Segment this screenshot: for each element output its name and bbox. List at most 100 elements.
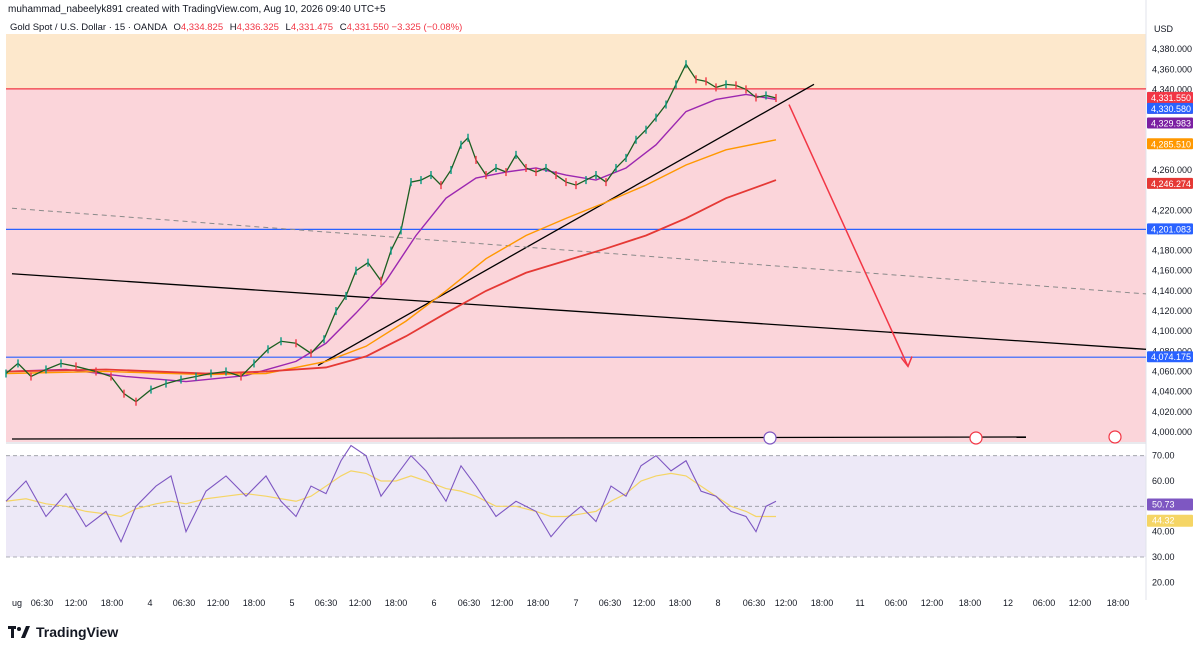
symbol-name: Gold Spot / U.S. Dollar · 15 · OANDA <box>10 22 167 33</box>
price-badge <box>1147 223 1193 235</box>
time-tick-label: 06:00 <box>885 598 908 608</box>
time-tick-label: 18:00 <box>101 598 124 608</box>
time-tick-label: 11 <box>855 598 864 608</box>
price-tick-label: 4,000.000 <box>1152 427 1192 437</box>
resistance-zone <box>6 34 1146 90</box>
price-badge-text: 4,329.983 <box>1151 118 1191 128</box>
low-label: L <box>285 22 291 33</box>
lightning-event-icon[interactable] <box>763 431 777 445</box>
projection-arrow-line[interactable] <box>788 104 909 367</box>
projection-arrow-head <box>900 356 913 368</box>
flag-event-icon[interactable] <box>969 431 983 445</box>
change-value: −3.325 (−0.08%) <box>391 22 463 33</box>
rsi-line <box>5 444 777 544</box>
price-tick-label: 4,340.000 <box>1152 84 1192 94</box>
rsi-tick-label: 30.00 <box>1152 552 1175 562</box>
rsi-tick-label: 40.00 <box>1152 527 1175 537</box>
ema-line-2 <box>5 139 777 376</box>
price-badge <box>1147 351 1193 363</box>
currency-label: USD <box>1154 24 1174 34</box>
ema-line-3 <box>5 179 777 375</box>
close-value: 4,331.550 <box>346 22 389 33</box>
time-tick-label: 18:00 <box>243 598 266 608</box>
time-tick-label: 8 <box>715 598 720 608</box>
time-tick-label: 06:30 <box>31 598 54 608</box>
time-tick-label: 12:00 <box>207 598 230 608</box>
trendline[interactable] <box>11 436 1027 440</box>
price-badge <box>1147 102 1193 114</box>
price-tick-label: 4,120.000 <box>1152 306 1192 316</box>
dashed-trendline[interactable] <box>11 207 1147 295</box>
time-tick-label: 12 <box>1003 598 1013 608</box>
rsi-tick-label: 70.00 <box>1152 451 1175 461</box>
price-tick-label: 4,100.000 <box>1152 326 1192 336</box>
time-tick-label: 12:00 <box>491 598 514 608</box>
support-zone <box>6 89 1146 442</box>
rsi-badge <box>1147 498 1193 511</box>
price-badge <box>1147 117 1193 129</box>
price-badge-text: 4,201.083 <box>1151 224 1191 234</box>
rsi-badge <box>1147 514 1193 527</box>
time-tick-label: 12:00 <box>349 598 372 608</box>
high-label: H <box>229 22 237 33</box>
trendline[interactable] <box>317 83 815 367</box>
time-tick-label: 06:30 <box>173 598 196 608</box>
tradingview-logo-icon <box>8 626 30 638</box>
price-tick-label: 4,020.000 <box>1152 407 1192 417</box>
tradingview-logo-text: TradingView <box>36 624 119 640</box>
price-tick-label: 4,160.000 <box>1152 266 1192 276</box>
price-line <box>5 62 777 403</box>
price-badge <box>1147 177 1193 189</box>
high-value: 4,336.325 <box>236 22 279 33</box>
price-badge-text: 4,074.175 <box>1151 352 1191 362</box>
time-tick-label: 4 <box>147 598 152 608</box>
time-tick-label: 06:30 <box>458 598 481 608</box>
time-tick-label: 18:00 <box>1107 598 1130 608</box>
price-badge-text: 4,246.274 <box>1151 179 1191 189</box>
price-tick-label: 4,060.000 <box>1152 366 1192 376</box>
flag-event-icon[interactable] <box>1108 430 1122 444</box>
low-value: 4,331.475 <box>290 22 334 33</box>
time-tick-label: 12:00 <box>1069 598 1092 608</box>
rsi-tick-label: 20.00 <box>1152 577 1175 587</box>
rsi-tick-label: 60.00 <box>1152 476 1175 486</box>
time-tick-label: 18:00 <box>669 598 692 608</box>
price-tick-label: 4,220.000 <box>1152 205 1192 215</box>
time-tick-label: 18:00 <box>527 598 550 608</box>
tradingview-logo[interactable]: TradingView <box>8 624 118 640</box>
trendline[interactable] <box>11 273 1147 350</box>
price-tick-label: 4,260.000 <box>1152 165 1192 175</box>
price-badge-text: 4,330.580 <box>1151 104 1191 114</box>
close-label: C <box>339 22 347 33</box>
price-tick-label: 4,380.000 <box>1152 44 1192 54</box>
time-tick-label: 18:00 <box>959 598 982 608</box>
price-tick-label: 4,180.000 <box>1152 246 1192 256</box>
time-tick-label: 5 <box>289 598 294 608</box>
rsi-badge-text: 50.73 <box>1152 499 1175 509</box>
time-tick-label: 18:00 <box>385 598 408 608</box>
price-badge-text: 4,285.510 <box>1151 139 1191 149</box>
time-tick-label: 6 <box>431 598 436 608</box>
rsi-badge-text: 44.32 <box>1152 516 1175 526</box>
created-by-text: muhammad_nabeelyk891 created with Tradin… <box>8 4 386 15</box>
time-tick-label: 12:00 <box>775 598 798 608</box>
time-tick-label: ug <box>12 598 22 608</box>
time-tick-label: 06:30 <box>743 598 766 608</box>
open-label: O <box>173 22 181 33</box>
price-tick-label: 4,360.000 <box>1152 64 1192 74</box>
time-tick-label: 06:00 <box>1033 598 1056 608</box>
ema-line-1 <box>5 93 777 383</box>
price-tick-label: 4,140.000 <box>1152 286 1192 296</box>
time-tick-label: 12:00 <box>65 598 88 608</box>
price-tick-label: 4,040.000 <box>1152 387 1192 397</box>
price-badge-text: 4,331.550 <box>1151 93 1191 103</box>
symbol-legend: Gold Spot / U.S. Dollar · 15 · OANDA O4,… <box>10 22 462 33</box>
open-value: 4,334.825 <box>180 22 224 33</box>
time-tick-label: 06:30 <box>599 598 622 608</box>
time-tick-label: 7 <box>573 598 578 608</box>
time-tick-label: 18:00 <box>811 598 834 608</box>
rsi-ma-line <box>5 470 776 518</box>
price-badge <box>1147 138 1193 150</box>
time-tick-label: 06:30 <box>315 598 338 608</box>
